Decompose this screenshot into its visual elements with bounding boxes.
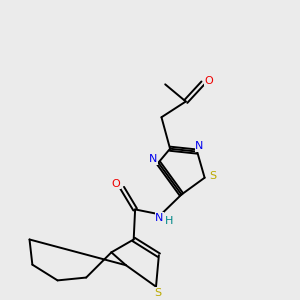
Text: S: S: [209, 171, 216, 181]
Text: H: H: [165, 216, 173, 226]
Text: N: N: [155, 213, 164, 223]
Text: N: N: [195, 141, 204, 152]
Text: S: S: [154, 288, 161, 298]
Text: O: O: [112, 179, 120, 189]
Text: O: O: [204, 76, 213, 85]
Text: N: N: [149, 154, 158, 164]
